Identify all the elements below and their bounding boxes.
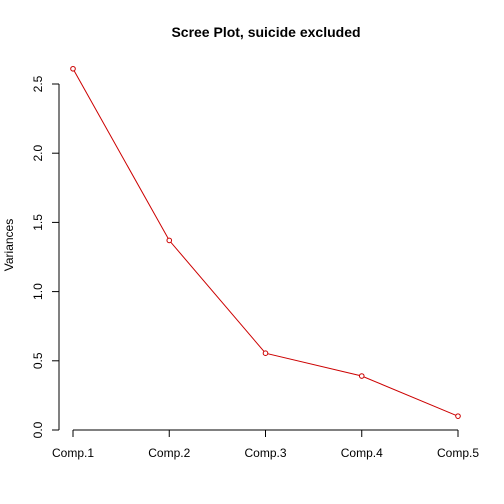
x-axis: Comp.1 Comp.2 Comp.3 Comp.4 Comp.5 — [52, 429, 479, 460]
x-tick-label: Comp.1 — [52, 446, 94, 460]
data-point — [455, 413, 461, 419]
y-tick-label: 0.0 — [31, 421, 45, 438]
x-tick-label: Comp.4 — [341, 446, 383, 460]
y-tick-label: 2.5 — [31, 75, 45, 92]
y-axis-label: Variances — [2, 219, 16, 271]
data-point — [262, 350, 269, 356]
y-axis: 0.0 0.5 1.0 1.5 2.0 2.5 — [31, 75, 60, 438]
data-point — [358, 373, 365, 379]
y-tick-label: 2.0 — [31, 145, 45, 162]
x-tick-label: Comp.2 — [148, 446, 190, 460]
series-polyline — [72, 68, 459, 417]
y-tick-label: 0.5 — [31, 352, 45, 369]
data-point — [70, 65, 76, 72]
x-tick-label: Comp.3 — [244, 446, 286, 460]
y-tick-label: 1.5 — [31, 214, 45, 231]
x-tick-label: Comp.5 — [437, 446, 479, 460]
y-tick-label: 1.0 — [31, 283, 45, 300]
data-point — [166, 237, 173, 244]
data-points — [70, 65, 461, 419]
chart-title: Scree Plot, suicide excluded — [171, 24, 360, 40]
series-line — [72, 68, 459, 417]
